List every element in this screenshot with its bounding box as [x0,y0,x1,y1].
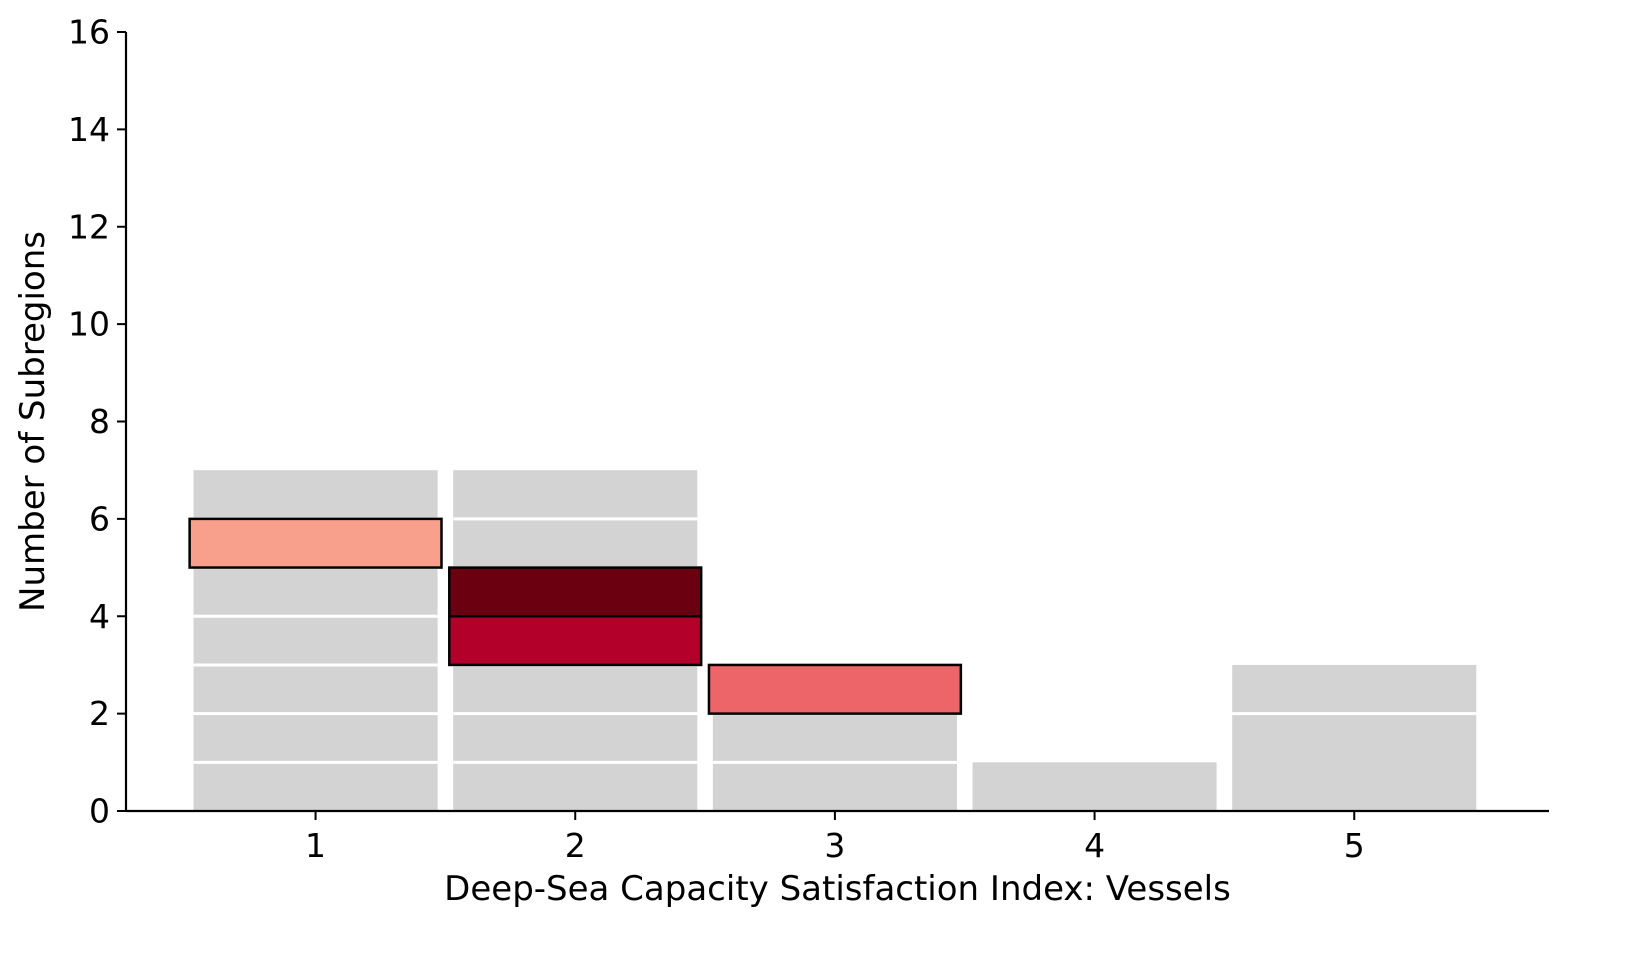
highlight-bar-4 [707,663,963,715]
x-tick-label: 1 [305,826,326,865]
y-tick-label: 2 [89,694,110,733]
x-tick-label: 3 [824,826,845,865]
highlight-bar-3 [448,615,703,667]
y-tick-label: 6 [89,499,110,538]
y-axis-label: Number of Subregions [13,231,53,612]
x-axis-label: Deep-Sea Capacity Satisfaction Index: Ve… [444,869,1231,909]
x-tick-label: 2 [565,826,586,865]
highlight-bars-layer [188,517,963,715]
y-tick-label: 12 [68,207,110,246]
x-tick-label: 5 [1344,826,1365,865]
y-tick-label: 8 [89,402,110,441]
y-tick-label: 4 [89,597,110,636]
y-tick-label: 14 [68,110,110,149]
bar-4 [972,762,1217,811]
x-tick-label: 4 [1084,826,1105,865]
highlight-bar-2 [448,566,703,618]
highlight-bar-1 [188,517,443,569]
y-tick-label: 10 [68,305,110,344]
y-tick-label: 0 [89,792,110,831]
y-tick-label: 16 [68,13,110,52]
bar-5 [1232,664,1477,811]
